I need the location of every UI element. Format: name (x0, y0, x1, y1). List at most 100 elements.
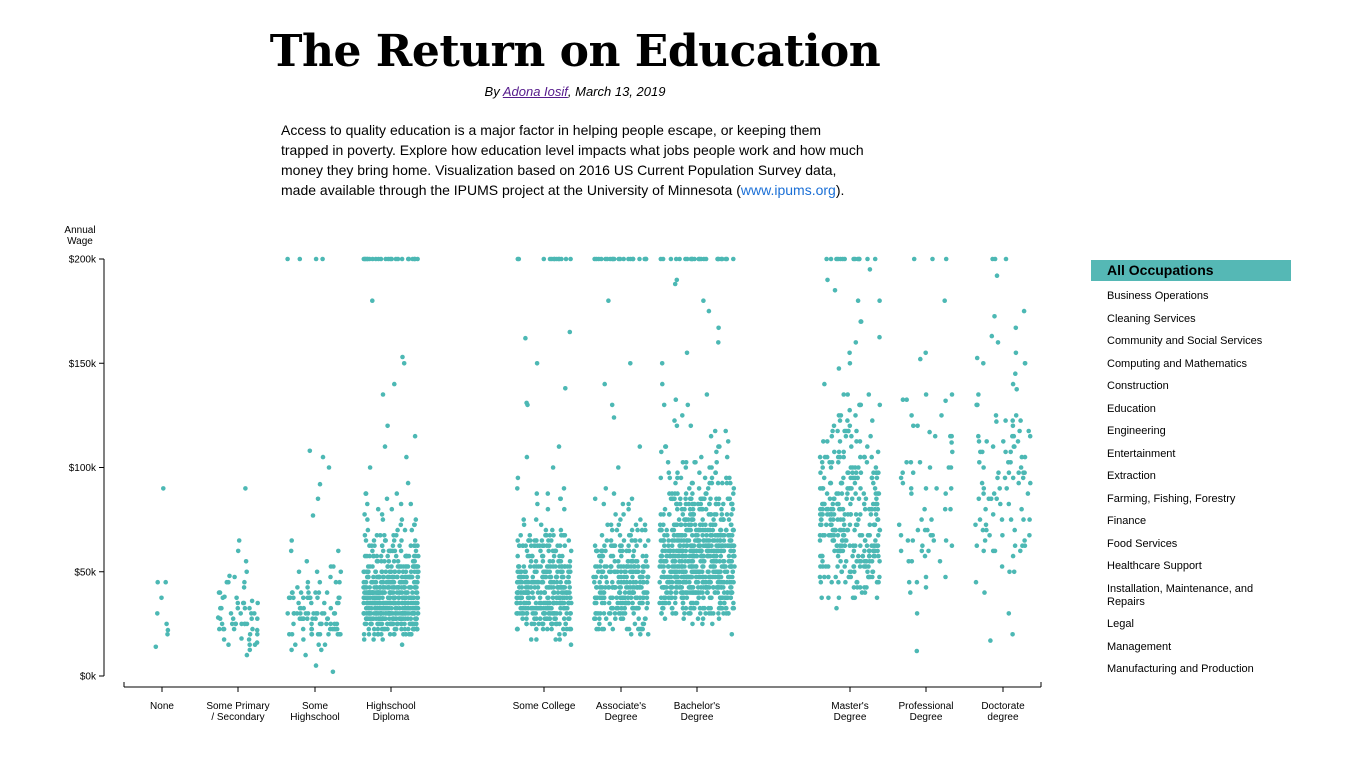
legend-item-manufacturing-and-production[interactable]: Manufacturing and Production (1107, 663, 1254, 675)
legend-item-installation-maintenance-and-repairs[interactable]: Installation, Maintenance, and Repairs (1107, 582, 1254, 608)
data-point (861, 564, 867, 569)
data-point (703, 491, 708, 496)
data-point (693, 579, 699, 585)
data-point (529, 579, 534, 585)
data-point (567, 559, 573, 564)
data-point (692, 538, 698, 543)
legend-item-computing-and-mathematics[interactable]: Computing and Mathematics (1107, 357, 1248, 370)
data-point (544, 585, 550, 590)
ipums-link[interactable]: www.ipums.org (740, 182, 836, 198)
data-point (399, 579, 404, 585)
data-point (997, 486, 1002, 491)
data-point (382, 538, 388, 543)
data-point (683, 569, 688, 575)
legend-item-food-services[interactable]: Food Services (1107, 537, 1178, 550)
data-point (527, 553, 532, 559)
data-point (566, 538, 572, 543)
legend-item-construction[interactable]: Construction (1107, 380, 1169, 392)
data-point (159, 595, 164, 601)
legend-item-entertainment[interactable]: Entertainment (1107, 447, 1176, 460)
data-point (534, 626, 539, 632)
data-point (387, 574, 392, 580)
data-point (870, 548, 876, 554)
data-point (699, 506, 704, 512)
data-point (690, 600, 696, 606)
data-point (309, 632, 314, 637)
data-point (562, 533, 568, 538)
data-point (915, 527, 921, 533)
data-point (609, 402, 615, 408)
data-point (597, 590, 603, 595)
data-point (539, 538, 545, 543)
data-point (863, 496, 869, 502)
data-point (875, 517, 880, 522)
data-point (695, 501, 701, 507)
legend-item-all-occupations[interactable]: All Occupations (1091, 260, 1291, 281)
data-point (305, 616, 310, 621)
data-point (515, 569, 520, 575)
data-point (530, 605, 535, 611)
data-point (836, 579, 841, 585)
data-point (862, 548, 867, 554)
data-point (409, 527, 415, 533)
data-point (680, 590, 685, 595)
data-point (599, 533, 605, 538)
author-link[interactable]: Adona Iosif (502, 84, 568, 99)
legend-item-education[interactable]: Education (1107, 402, 1156, 415)
data-point (515, 486, 520, 491)
legend-item-extraction[interactable]: Extraction (1107, 470, 1156, 482)
data-point (988, 638, 993, 643)
data-point (637, 585, 643, 590)
data-point (364, 595, 370, 601)
legend-item-finance[interactable]: Finance (1107, 515, 1147, 527)
legend-item-community-and-social-services[interactable]: Community and Social Services (1107, 335, 1263, 347)
data-point (246, 637, 252, 642)
data-point (528, 543, 534, 548)
data-point (721, 585, 726, 590)
data-point (313, 256, 319, 262)
data-point (942, 506, 948, 512)
data-point (864, 460, 870, 465)
data-point (361, 569, 367, 575)
data-point (634, 543, 639, 548)
data-point (621, 256, 626, 262)
y-tick-label: $200k (69, 255, 97, 266)
data-point (1011, 433, 1017, 439)
data-point (606, 585, 612, 590)
data-point (307, 448, 313, 454)
legend-item-cleaning-services[interactable]: Cleaning Services (1107, 312, 1196, 325)
x-tick-label: Some Primary (206, 701, 269, 712)
legend-item-healthcare-support[interactable]: Healthcare Support (1107, 560, 1202, 572)
data-point (696, 543, 702, 548)
data-point (706, 611, 712, 616)
data-point (820, 559, 825, 564)
x-tick-label: None (150, 701, 174, 712)
legend-item-engineering[interactable]: Engineering (1107, 425, 1166, 437)
data-point (701, 579, 706, 585)
data-point (731, 553, 736, 559)
legend-item-business-operations[interactable]: Business Operations (1107, 290, 1209, 302)
legend-item-legal[interactable]: Legal (1107, 618, 1134, 630)
data-point (594, 600, 599, 606)
data-point (385, 553, 391, 559)
data-point (394, 533, 399, 538)
data-point (915, 423, 920, 429)
legend-item-farming-fishing-forestry[interactable]: Farming, Fishing, Forestry (1107, 492, 1236, 505)
data-point (850, 553, 855, 559)
data-point (524, 454, 530, 460)
data-point (847, 407, 852, 413)
data-point (847, 361, 853, 366)
legend-item-management[interactable]: Management (1107, 640, 1172, 653)
data-point (363, 538, 369, 543)
data-point (616, 522, 622, 528)
data-point (685, 559, 691, 564)
data-point (374, 574, 380, 580)
data-point (322, 600, 327, 606)
data-point (640, 564, 646, 569)
data-point (707, 538, 712, 543)
data-point (700, 621, 705, 627)
data-point (403, 632, 409, 637)
data-point (398, 501, 404, 507)
data-point (676, 538, 682, 543)
data-point (640, 553, 646, 559)
